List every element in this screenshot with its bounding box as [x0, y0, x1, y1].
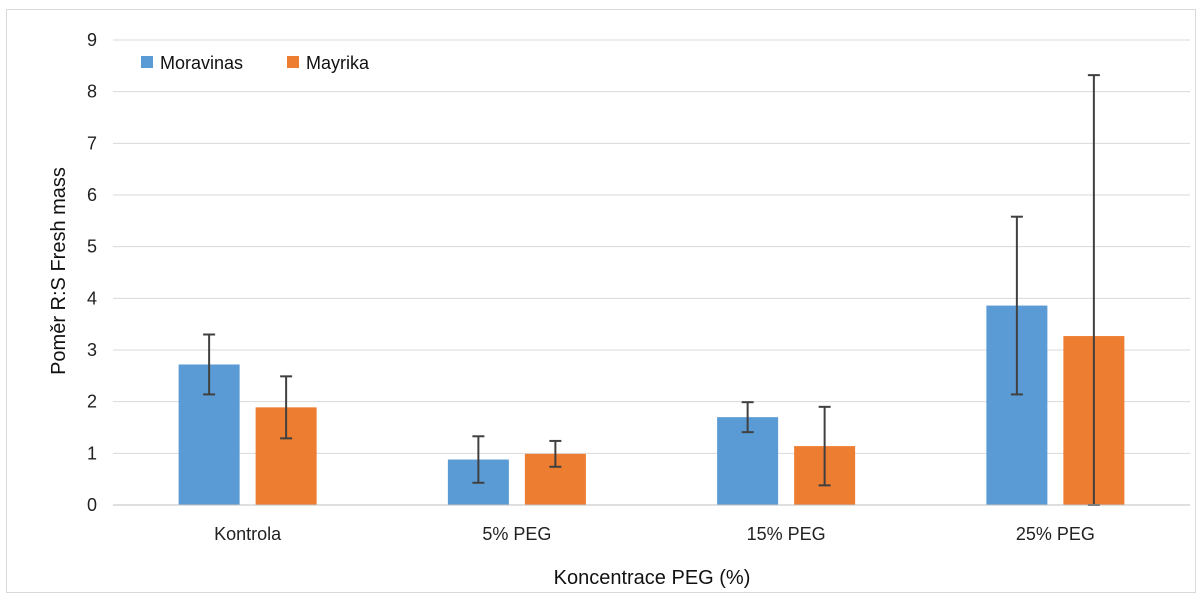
- y-tick-label: 7: [87, 133, 97, 153]
- x-tick-label: 15% PEG: [747, 524, 826, 544]
- y-tick-label: 8: [87, 82, 97, 102]
- x-tick-label: 5% PEG: [482, 524, 551, 544]
- y-tick-label: 6: [87, 185, 97, 205]
- legend-swatch-moravinas: [141, 56, 153, 68]
- error-bar-moravinas-15-peg: [741, 401, 754, 434]
- error-bar-moravinas-25-peg: [1010, 215, 1023, 396]
- y-axis-ticks: 0 1 2 3 4 5 6 7 8 9: [87, 30, 97, 515]
- error-bars: [203, 74, 1100, 506]
- y-tick-label: 3: [87, 340, 97, 360]
- legend: Moravinas Mayrika: [141, 53, 370, 73]
- x-axis-title: Koncentrace PEG (%): [554, 567, 751, 589]
- error-bar-mayrika-15-peg: [818, 405, 831, 487]
- legend-label-moravinas: Moravinas: [160, 53, 243, 73]
- error-bar-moravinas-5-peg: [472, 435, 485, 484]
- y-tick-label: 5: [87, 237, 97, 257]
- x-tick-label: Kontrola: [214, 524, 282, 544]
- legend-label-mayrika: Mayrika: [306, 53, 370, 73]
- bars: [178, 305, 1125, 505]
- y-tick-label: 1: [87, 443, 97, 463]
- error-bar-mayrika-5-peg: [549, 439, 562, 468]
- legend-swatch-mayrika: [287, 56, 299, 68]
- x-tick-label: 25% PEG: [1016, 524, 1095, 544]
- y-axis-title: Poměr R:S Fresh mass: [48, 167, 70, 375]
- error-bar-mayrika-kontrola: [280, 375, 293, 440]
- y-tick-label: 2: [87, 392, 97, 412]
- y-tick-label: 4: [87, 288, 97, 308]
- y-tick-label: 0: [87, 495, 97, 515]
- error-bar-moravinas-kontrola: [203, 333, 216, 396]
- y-tick-label: 9: [87, 30, 97, 50]
- x-axis-ticks: Kontrola 5% PEG 15% PEG 25% PEG: [214, 524, 1095, 544]
